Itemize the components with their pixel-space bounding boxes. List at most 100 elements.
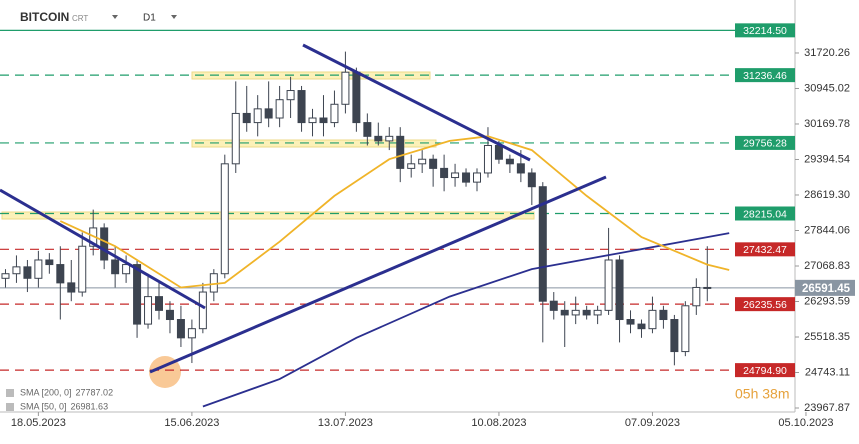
candle-body xyxy=(582,309,591,316)
candle-body xyxy=(440,167,449,179)
candle-body xyxy=(253,108,262,124)
candle-body xyxy=(604,259,613,311)
candle-body xyxy=(264,108,273,119)
candle-body xyxy=(330,103,339,124)
candle-body xyxy=(231,112,240,165)
candle-body xyxy=(111,259,120,275)
legend-name: SMA [50, 0] xyxy=(20,401,67,411)
dropdown-icon[interactable] xyxy=(171,15,177,19)
y-tick-label: 23967.87 xyxy=(804,402,850,414)
candle-body xyxy=(209,273,218,293)
candle-body xyxy=(703,286,712,289)
candle-body xyxy=(429,158,438,169)
y-tick-label: 27844.06 xyxy=(804,224,850,236)
candle-body xyxy=(352,71,361,124)
trendline xyxy=(302,43,531,162)
legend-icon xyxy=(6,403,14,411)
candle-body xyxy=(56,264,65,284)
trendline xyxy=(149,175,607,374)
candle-body xyxy=(494,144,503,160)
legend-name: SMA [200, 0] xyxy=(20,387,72,397)
level-label-box xyxy=(735,297,795,312)
candle-body xyxy=(407,163,416,169)
level-label: 24794.90 xyxy=(743,365,787,377)
candle-body xyxy=(418,158,427,165)
candle-body xyxy=(78,245,87,293)
candle-body xyxy=(593,309,602,316)
candle-body xyxy=(319,117,328,124)
candle-body xyxy=(187,328,196,339)
candle-body xyxy=(385,135,394,142)
candle-body xyxy=(670,319,679,353)
y-tick-label: 27068.83 xyxy=(804,260,850,272)
candle-body xyxy=(692,286,701,307)
candle-body xyxy=(637,323,646,330)
candle-body xyxy=(242,112,251,124)
candle-body xyxy=(308,117,317,124)
y-tick-label: 25518.35 xyxy=(804,331,850,343)
candle-body xyxy=(220,163,229,275)
last-price-box xyxy=(795,279,855,296)
trendline xyxy=(0,188,206,310)
candle-body xyxy=(12,266,21,275)
level-label-box xyxy=(735,363,795,378)
y-tick-label: 30945.02 xyxy=(804,82,850,94)
candle-body xyxy=(549,300,558,311)
level-label-box xyxy=(735,23,795,38)
dropdown-icon[interactable] xyxy=(112,15,118,19)
x-tick-label: 05.10.2023 xyxy=(778,417,833,429)
candle-body xyxy=(615,259,624,321)
candle-body xyxy=(659,309,668,321)
timeframe[interactable]: D1 xyxy=(143,13,156,24)
candle-body xyxy=(527,172,536,188)
candle-body xyxy=(560,309,569,316)
legend-icon xyxy=(6,389,14,397)
candle-body xyxy=(451,172,460,179)
candle-body xyxy=(363,122,372,137)
y-tick-label: 28619.30 xyxy=(804,189,850,201)
y-tick-label: 31720.26 xyxy=(804,47,850,59)
candle-body xyxy=(122,264,131,275)
zone-box xyxy=(191,71,431,80)
x-tick-label: 13.07.2023 xyxy=(318,417,373,429)
candle-body xyxy=(286,90,295,101)
candle-body xyxy=(165,309,174,321)
candle-body xyxy=(571,309,580,316)
y-tick-label: 30169.78 xyxy=(804,118,850,130)
candle-body xyxy=(23,266,32,279)
level-label: 32214.50 xyxy=(743,25,787,37)
candle-body xyxy=(67,282,76,293)
level-label: 26235.56 xyxy=(743,299,787,311)
candle-body xyxy=(374,135,383,142)
candle-body xyxy=(505,158,514,165)
last-price-label: 26591.45 xyxy=(802,283,851,295)
level-label-box xyxy=(735,68,795,83)
candle-body xyxy=(483,144,492,174)
candle-body xyxy=(275,99,284,119)
candle-body xyxy=(341,71,350,105)
legend-value: 27787.02 xyxy=(76,387,114,397)
sma-line xyxy=(202,232,730,408)
y-tick-label: 29394.54 xyxy=(804,153,850,165)
candle-body xyxy=(681,305,690,353)
y-tick-label: 26293.59 xyxy=(804,295,850,307)
level-label: 31236.46 xyxy=(743,70,787,82)
candle-body xyxy=(198,291,207,330)
candle-body xyxy=(176,319,185,339)
candle-body xyxy=(144,296,153,325)
level-label-box xyxy=(735,135,795,150)
candle-body xyxy=(462,172,471,183)
level-label-box xyxy=(735,242,795,257)
candle-body xyxy=(1,273,10,279)
sma-line xyxy=(59,135,730,289)
candle-body xyxy=(473,172,481,183)
candle-body xyxy=(516,163,525,174)
candle-body xyxy=(297,90,306,124)
x-tick-label: 10.08.2023 xyxy=(471,417,526,429)
level-label-box xyxy=(735,206,795,221)
level-label: 29756.28 xyxy=(743,138,787,150)
timer: 05h 38m xyxy=(735,386,789,402)
x-tick-label: 18.05.2023 xyxy=(11,417,66,429)
candle-body xyxy=(626,319,635,325)
